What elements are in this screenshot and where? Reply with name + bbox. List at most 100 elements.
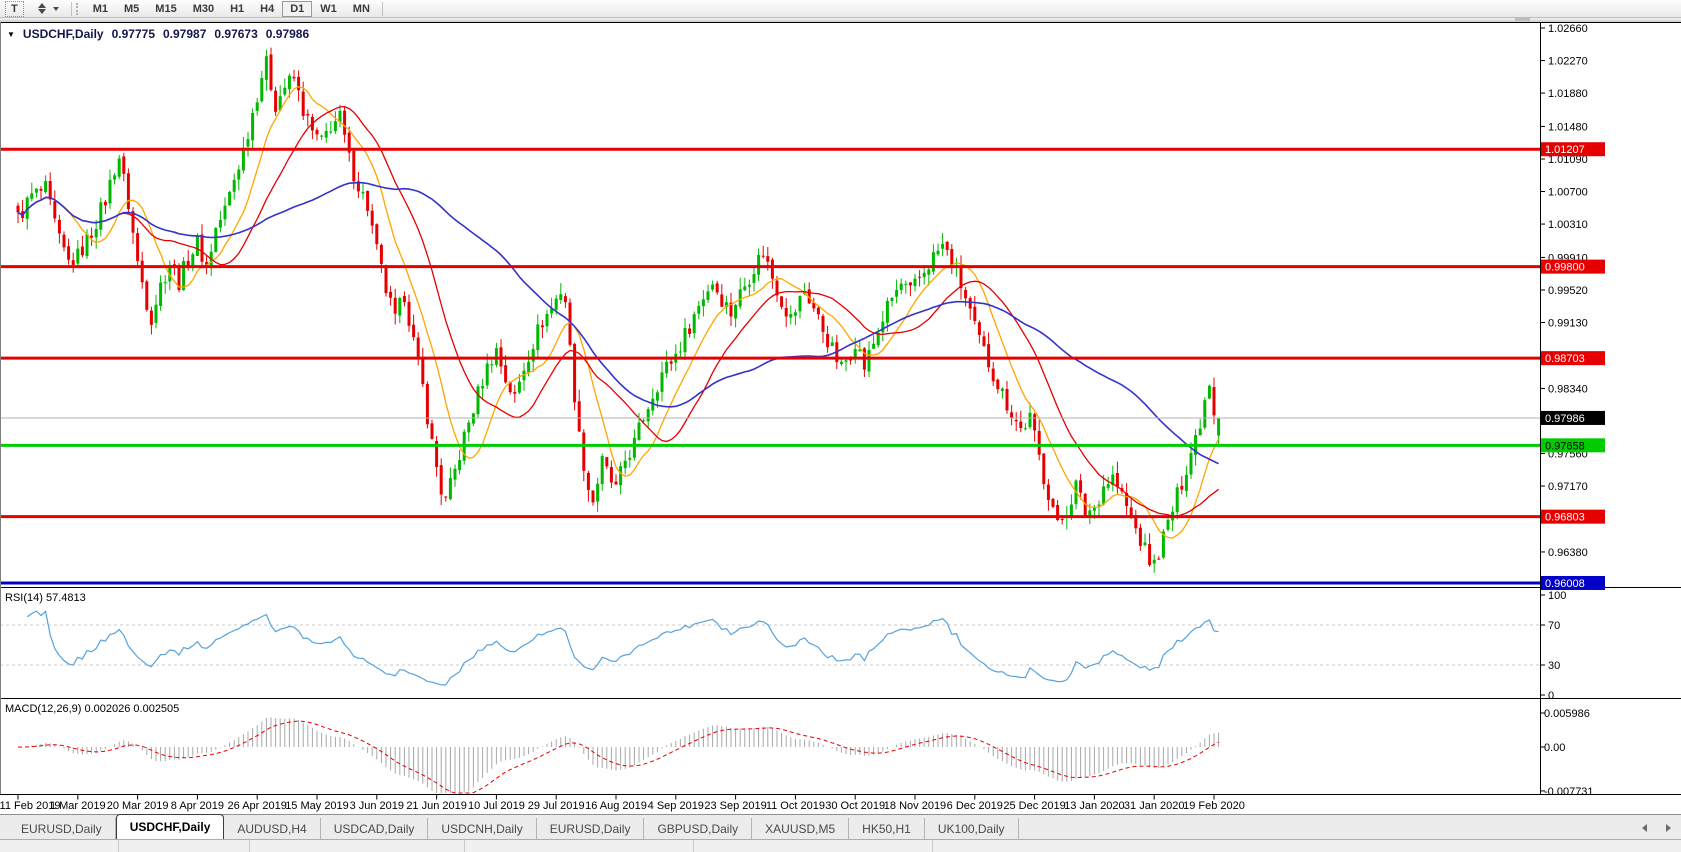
svg-text:0.98340: 0.98340 — [1548, 383, 1588, 395]
chart-canvas[interactable]: 1.02660 1.02270 1.01880 1.01480 1.01090 1.007… — [0, 22, 1681, 814]
chart-tabs-bar: EURUSD,Daily USDCHF,Daily AUDUSD,H4 USDC… — [0, 814, 1681, 839]
svg-text:30: 30 — [1548, 660, 1560, 672]
svg-text:15 May 2019: 15 May 2019 — [285, 800, 349, 812]
status-cell — [694, 840, 933, 852]
timeframe-button-m1[interactable]: M1 — [85, 1, 116, 17]
toolbar-groove — [0, 18, 1681, 22]
timeframe-button-m30[interactable]: M30 — [185, 1, 222, 17]
svg-text:0.96380: 0.96380 — [1548, 547, 1588, 559]
tab-xauusd-m5[interactable]: XAUUSD,M5 — [752, 818, 850, 839]
svg-text:0.96803: 0.96803 — [1545, 512, 1585, 524]
status-cell — [933, 840, 1681, 852]
svg-text:0.99910: 0.99910 — [1548, 252, 1588, 264]
svg-text:19 Feb 2020: 19 Feb 2020 — [1183, 800, 1245, 812]
svg-text:0.97170: 0.97170 — [1548, 481, 1588, 493]
tab-scroll-left-button[interactable] — [1639, 823, 1649, 833]
timeframe-button-m15[interactable]: M15 — [147, 1, 184, 17]
svg-text:4 Sep 2019: 4 Sep 2019 — [648, 800, 704, 812]
price-badges: 1.01207 0.99800 0.98703 0.97986 0.97658 0.968… — [1541, 142, 1605, 590]
price-axis[interactable]: 1.02660 1.02270 1.01880 1.01480 1.01090 1.007… — [1540, 23, 1594, 798]
svg-text:0.99800: 0.99800 — [1545, 262, 1585, 274]
tab-eurusd-daily-1[interactable]: EURUSD,Daily — [8, 818, 116, 839]
svg-text:20 Mar 2019: 20 Mar 2019 — [107, 800, 169, 812]
svg-text:29 Jul 2019: 29 Jul 2019 — [528, 800, 585, 812]
svg-text:0.99520: 0.99520 — [1548, 285, 1588, 297]
timeframe-button-h1[interactable]: H1 — [222, 1, 252, 17]
timeframe-button-d1[interactable]: D1 — [282, 0, 313, 17]
svg-text:30 Oct 2019: 30 Oct 2019 — [825, 800, 885, 812]
svg-text:0.99130: 0.99130 — [1548, 318, 1588, 330]
chart-svg: 1.02660 1.02270 1.01880 1.01480 1.01090 1.007… — [0, 22, 1681, 814]
svg-text:13 Jan 2020: 13 Jan 2020 — [1064, 800, 1125, 812]
svg-text:-0.007731: -0.007731 — [1544, 786, 1594, 798]
toolbar-separator — [70, 1, 72, 16]
ma-slow-line — [17, 181, 1219, 465]
tab-hk50-h1[interactable]: HK50,H1 — [849, 818, 925, 839]
toolbar: T M1 M5 M15 M30 H1 H4 D1 W1 MN — [0, 0, 1681, 18]
svg-text:16 Aug 2019: 16 Aug 2019 — [585, 800, 647, 812]
tab-uk100-daily[interactable]: UK100,Daily — [925, 818, 1019, 839]
status-cell — [250, 840, 465, 852]
svg-text:100: 100 — [1548, 590, 1566, 602]
svg-text:18 Nov 2019: 18 Nov 2019 — [884, 800, 946, 812]
rsi-line — [26, 610, 1219, 686]
svg-text:26 Apr 2019: 26 Apr 2019 — [228, 800, 287, 812]
svg-text:1.02660: 1.02660 — [1548, 23, 1588, 35]
svg-text:1.01090: 1.01090 — [1548, 154, 1588, 166]
status-cell — [119, 840, 250, 852]
scrollbar-thumb[interactable] — [1515, 18, 1530, 21]
svg-text:0.005986: 0.005986 — [1544, 708, 1590, 720]
timeframe-button-m5[interactable]: M5 — [116, 1, 147, 17]
tab-audusd-h4[interactable]: AUDUSD,H4 — [224, 818, 321, 839]
svg-text:11 Feb 2019: 11 Feb 2019 — [0, 800, 60, 812]
svg-text:1.02270: 1.02270 — [1548, 56, 1588, 68]
ma-fast-line — [17, 86, 1220, 539]
svg-text:1.01880: 1.01880 — [1548, 88, 1588, 100]
macd-histogram — [22, 717, 1220, 793]
macd-signal-line — [17, 720, 1219, 794]
svg-text:11 Oct 2019: 11 Oct 2019 — [766, 800, 825, 812]
svg-text:3 Jun 2019: 3 Jun 2019 — [350, 800, 404, 812]
timeframe-button-w1[interactable]: W1 — [312, 1, 345, 17]
svg-text:1.00310: 1.00310 — [1548, 219, 1588, 231]
svg-text:8 Apr 2019: 8 Apr 2019 — [171, 800, 224, 812]
text-tool-button[interactable]: T — [5, 0, 24, 17]
svg-text:1 Mar 2019: 1 Mar 2019 — [50, 800, 106, 812]
svg-text:0: 0 — [1548, 690, 1554, 702]
timeframe-button-h4[interactable]: H4 — [252, 1, 282, 17]
svg-text:31 Jan 2020: 31 Jan 2020 — [1124, 800, 1185, 812]
toolbar-grip — [75, 2, 81, 15]
toolbar-separator — [381, 1, 383, 16]
svg-text:10 Jul 2019: 10 Jul 2019 — [468, 800, 525, 812]
tab-usdcnh-daily[interactable]: USDCNH,Daily — [428, 818, 537, 839]
dropdown-caret-icon — [52, 6, 59, 11]
svg-text:0.98703: 0.98703 — [1545, 353, 1585, 365]
ma-mid-line — [17, 106, 1219, 517]
tab-usdchf-daily[interactable]: USDCHF,Daily — [115, 814, 225, 839]
svg-text:1.01480: 1.01480 — [1548, 121, 1588, 133]
svg-text:1.00700: 1.00700 — [1548, 187, 1588, 199]
svg-text:70: 70 — [1548, 620, 1560, 632]
status-cell — [0, 840, 119, 852]
svg-text:0.00: 0.00 — [1544, 742, 1565, 754]
tab-gbpusd-daily[interactable]: GBPUSD,Daily — [644, 818, 753, 839]
svg-text:0.97658: 0.97658 — [1545, 440, 1585, 452]
svg-text:23 Sep 2019: 23 Sep 2019 — [704, 800, 766, 812]
timeframe-button-mn[interactable]: MN — [345, 1, 378, 17]
svg-text:1.01207: 1.01207 — [1545, 144, 1585, 156]
status-bar — [0, 839, 1681, 852]
tab-eurusd-daily-2[interactable]: EURUSD,Daily — [537, 818, 645, 839]
svg-text:0.97986: 0.97986 — [1545, 413, 1585, 425]
status-cell — [465, 840, 694, 852]
svg-text:25 Dec 2019: 25 Dec 2019 — [1003, 800, 1065, 812]
tab-usdcad-daily[interactable]: USDCAD,Daily — [321, 818, 429, 839]
sort-tool-button[interactable] — [30, 1, 67, 17]
svg-text:6 Dec 2019: 6 Dec 2019 — [947, 800, 1003, 812]
tab-scroll-right-button[interactable] — [1663, 823, 1673, 833]
sort-arrows-icon — [37, 3, 46, 14]
text-tool-icon: T — [11, 2, 18, 15]
svg-text:21 Jun 2019: 21 Jun 2019 — [406, 800, 467, 812]
svg-text:0.96008: 0.96008 — [1545, 578, 1585, 590]
